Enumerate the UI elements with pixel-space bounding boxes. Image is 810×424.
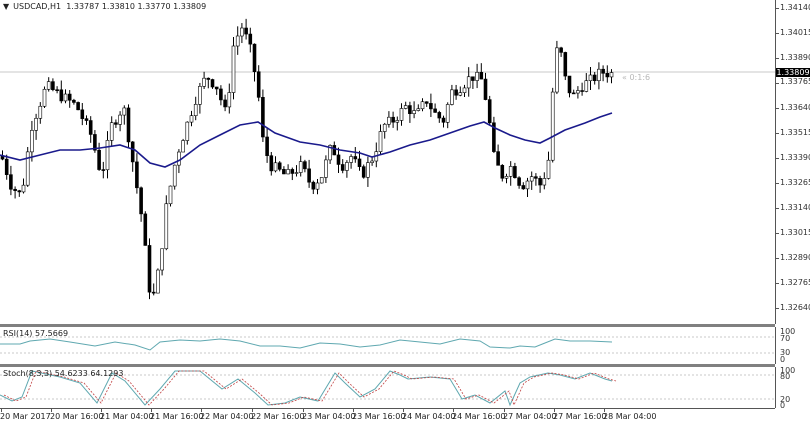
time-tick [1, 408, 2, 412]
symbol-timeframe: USDCAD,H1 [13, 2, 62, 11]
time-label: 20 Mar 2017 [0, 412, 51, 421]
price-label: 1.33515 [780, 128, 810, 137]
time-tick [504, 408, 505, 412]
stoch-level-0: 0 [780, 401, 786, 410]
rsi-level-30: 30 [780, 348, 791, 357]
price-tick [775, 183, 779, 184]
moving-average-line [0, 112, 613, 168]
time-label: 24 Mar 16:00 [452, 412, 506, 421]
price-label: 1.32640 [780, 303, 810, 312]
time-label: 22 Mar 04:00 [200, 412, 254, 421]
price-label: 1.33265 [780, 178, 810, 187]
time-label: 21 Mar 04:00 [100, 412, 154, 421]
rsi-level-100: 100 [780, 327, 796, 336]
time-tick [201, 408, 202, 412]
time-label: 28 Mar 04:00 [603, 412, 657, 421]
rsi-line [0, 336, 775, 354]
rsi-level-0: 0 [780, 355, 786, 364]
price-tick [775, 308, 779, 309]
ohlc-values: 1.33787 1.33810 1.33770 1.33809 [66, 2, 207, 11]
price-label: 1.33390 [780, 153, 810, 162]
stoch-label: Stoch(8,3,3) 54.6233 64.1293 [3, 369, 124, 378]
price-label: 1.33765 [780, 77, 810, 86]
price-tick [775, 283, 779, 284]
bar-countdown: « 0:1:6 [622, 73, 651, 82]
rsi-pane[interactable]: RSI(14) 57.5669 [0, 327, 775, 364]
stoch-level-20: 20 [780, 395, 791, 404]
price-tick [775, 83, 779, 84]
time-label: 23 Mar 16:00 [352, 412, 406, 421]
time-tick [151, 408, 152, 412]
price-label: 1.33890 [780, 53, 810, 62]
time-label: 21 Mar 16:00 [150, 412, 204, 421]
current-price-tag: 1.33809 [776, 68, 810, 77]
pane-separator[interactable] [0, 324, 775, 327]
time-tick [252, 408, 253, 412]
price-chart-pane[interactable]: ▼ USDCAD,H1 1.33787 1.33810 1.33770 1.338… [0, 0, 775, 324]
stochastic-lines [0, 370, 775, 407]
stoch-axis [775, 367, 776, 408]
chart-title: ▼ USDCAD,H1 1.33787 1.33810 1.33770 1.338… [3, 2, 206, 11]
candlestick-chart [0, 18, 775, 300]
time-tick [101, 408, 102, 412]
price-tick [775, 8, 779, 9]
price-axis[interactable] [775, 0, 776, 324]
rsi-axis [775, 327, 776, 364]
time-tick [453, 408, 454, 412]
price-label: 1.33140 [780, 203, 810, 212]
time-tick [604, 408, 605, 412]
time-label: 22 Mar 16:00 [251, 412, 305, 421]
price-label: 1.32765 [780, 278, 810, 287]
rsi-level-70: 70 [780, 334, 791, 343]
stoch-level-80: 80 [780, 372, 791, 381]
price-tick [775, 208, 779, 209]
stoch-level-100: 100 [780, 366, 796, 375]
time-tick [353, 408, 354, 412]
time-tick [303, 408, 304, 412]
time-label: 20 Mar 16:00 [50, 412, 104, 421]
price-label: 1.33640 [780, 103, 810, 112]
time-axis[interactable] [0, 408, 775, 409]
stochastic-pane[interactable]: Stoch(8,3,3) 54.6233 64.1293 [0, 367, 775, 408]
time-label: 27 Mar 16:00 [553, 412, 607, 421]
price-tick [775, 58, 779, 59]
price-tick [775, 233, 779, 234]
price-tick [775, 108, 779, 109]
price-label: 1.34015 [780, 28, 810, 37]
price-label: 1.33015 [780, 228, 810, 237]
price-tick [775, 258, 779, 259]
price-label: 1.34140 [780, 3, 810, 12]
time-tick [554, 408, 555, 412]
time-label: 27 Mar 04:00 [503, 412, 557, 421]
time-tick [51, 408, 52, 412]
time-label: 23 Mar 04:00 [302, 412, 356, 421]
triangle-down-icon[interactable]: ▼ [3, 2, 10, 11]
price-tick [775, 33, 779, 34]
time-label: 24 Mar 04:00 [402, 412, 456, 421]
price-tick [775, 158, 779, 159]
price-label: 1.32890 [780, 253, 810, 262]
time-tick [403, 408, 404, 412]
rsi-label: RSI(14) 57.5669 [3, 329, 69, 338]
price-tick [775, 133, 779, 134]
pane-separator[interactable] [0, 364, 775, 367]
